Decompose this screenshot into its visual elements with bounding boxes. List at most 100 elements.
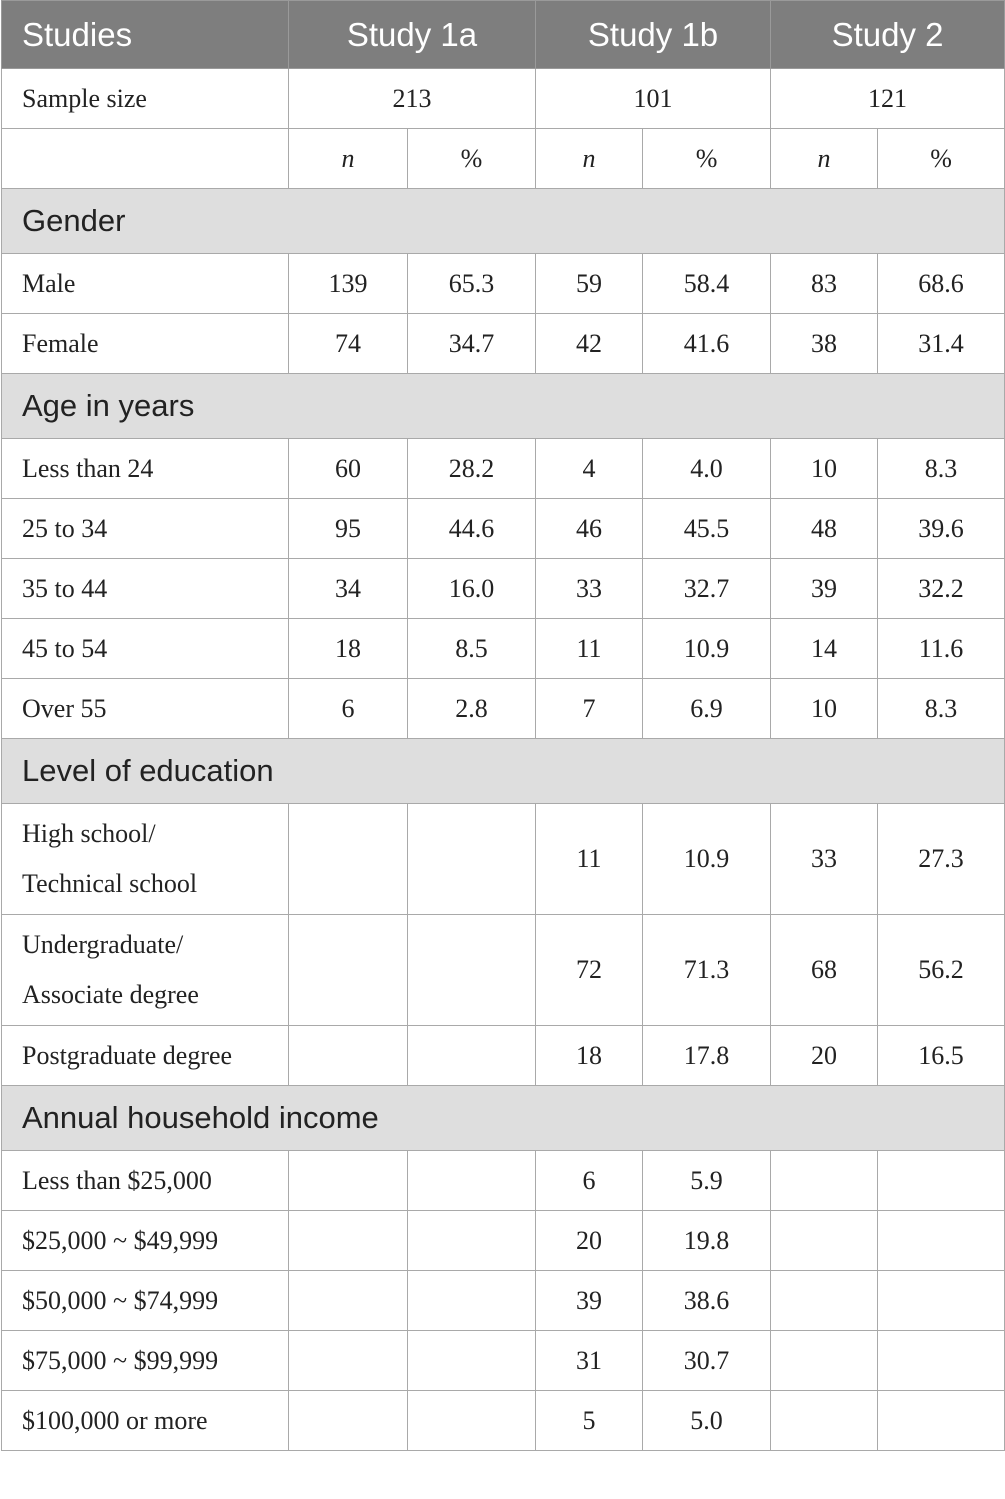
row-label: $100,000 or more [1,1390,289,1451]
count-cell: 59 [535,253,644,314]
percent-cell: 4.0 [642,438,772,499]
percent-cell: 32.2 [877,558,1005,619]
n-header: n [770,128,879,189]
count-cell [288,914,408,1026]
percent-cell: 30.7 [642,1330,772,1391]
count-cell: 42 [535,313,644,374]
section-header-gender: Gender [0,188,1005,254]
percent-cell: 17.8 [642,1025,772,1086]
count-cell: 14 [770,618,879,679]
percent-cell: 34.7 [406,313,537,374]
percent-cell: 2.8 [406,678,537,739]
count-cell: 18 [535,1025,644,1086]
percent-cell [877,1390,1005,1451]
percent-cell: 31.4 [877,313,1005,374]
percent-cell: 27.3 [877,803,1005,915]
row-label: $25,000 ~ $49,999 [1,1210,289,1271]
percent-cell [406,1150,537,1211]
percent-header: % [877,128,1005,189]
percent-cell [877,1210,1005,1271]
section-title: Level of education [0,738,1005,804]
column-subheader-row: n % n % n % [1,128,1005,189]
row-label: Female [1,313,289,374]
row-label: Over 55 [1,678,289,739]
study-1a-header: Study 1a [287,0,537,69]
count-cell [288,1390,408,1451]
table-row: High school/Technical school 11 10.9 33 27.3 [1,803,1005,915]
row-label: Less than $25,000 [1,1150,289,1211]
percent-cell: 16.0 [406,558,537,619]
count-cell: 46 [535,498,644,559]
row-label: 35 to 44 [1,558,289,619]
section-header-annual-household-income: Annual household income [0,1085,1005,1151]
percent-cell: 8.3 [877,678,1005,739]
table-row: Male 139 65.3 59 58.4 83 68.6 [1,253,1005,314]
percent-header: % [642,128,772,189]
section-title: Age in years [0,373,1005,439]
percent-cell: 19.8 [642,1210,772,1271]
percent-cell [406,1390,537,1451]
count-cell: 7 [535,678,644,739]
count-cell: 83 [770,253,879,314]
percent-cell: 28.2 [406,438,537,499]
table-row: 35 to 44 34 16.0 33 32.7 39 32.2 [1,558,1005,619]
table-row: $100,000 or more 5 5.0 [1,1390,1005,1451]
count-cell [770,1390,879,1451]
percent-cell: 38.6 [642,1270,772,1331]
section-header-level-of-education: Level of education [0,738,1005,804]
row-label: Less than 24 [1,438,289,499]
percent-cell: 10.9 [642,803,772,915]
percent-cell: 41.6 [642,313,772,374]
percent-cell [406,1025,537,1086]
row-label-line: Associate degree [22,980,199,1009]
percent-cell: 8.5 [406,618,537,679]
percent-cell: 10.9 [642,618,772,679]
count-cell: 10 [770,678,879,739]
percent-cell [406,1270,537,1331]
count-cell: 48 [770,498,879,559]
count-cell: 38 [770,313,879,374]
count-cell: 20 [770,1025,879,1086]
row-label: $75,000 ~ $99,999 [1,1330,289,1391]
count-cell: 10 [770,438,879,499]
percent-cell: 58.4 [642,253,772,314]
percent-cell: 11.6 [877,618,1005,679]
count-cell: 11 [535,803,644,915]
count-cell: 39 [535,1270,644,1331]
row-label-line: Undergraduate/ [22,930,184,959]
count-cell: 33 [535,558,644,619]
count-cell [288,1150,408,1211]
sample-size-row: Sample size 213 101 121 [1,68,1005,129]
row-label: $50,000 ~ $74,999 [1,1270,289,1331]
table-row: 25 to 34 95 44.6 46 45.5 48 39.6 [1,498,1005,559]
row-label: Undergraduate/Associate degree [1,914,289,1026]
row-label-line: High school/ [22,819,156,848]
count-cell: 74 [288,313,408,374]
sample-size-study-2: 121 [770,68,1005,129]
percent-cell: 56.2 [877,914,1005,1026]
percent-cell [406,803,537,915]
count-cell [288,1210,408,1271]
count-cell: 6 [535,1150,644,1211]
row-label: Male [1,253,289,314]
table-row: Postgraduate degree 18 17.8 20 16.5 [1,1025,1005,1086]
percent-cell: 39.6 [877,498,1005,559]
sections-body: Gender Male 139 65.3 59 58.4 83 68.6 Female 74 34.… [0,188,1005,1451]
row-label: Postgraduate degree [1,1025,289,1086]
row-label: High school/Technical school [1,803,289,915]
percent-cell [877,1150,1005,1211]
count-cell [288,1330,408,1391]
count-cell: 95 [288,498,408,559]
sample-size-label: Sample size [1,68,289,129]
percent-header: % [406,128,537,189]
percent-cell: 44.6 [406,498,537,559]
percent-cell [406,914,537,1026]
percent-cell: 5.9 [642,1150,772,1211]
count-cell: 60 [288,438,408,499]
percent-cell: 71.3 [642,914,772,1026]
count-cell: 33 [770,803,879,915]
study-2-header: Study 2 [770,0,1005,69]
table-row: $50,000 ~ $74,999 39 38.6 [1,1270,1005,1331]
row-label: 45 to 54 [1,618,289,679]
count-cell: 31 [535,1330,644,1391]
